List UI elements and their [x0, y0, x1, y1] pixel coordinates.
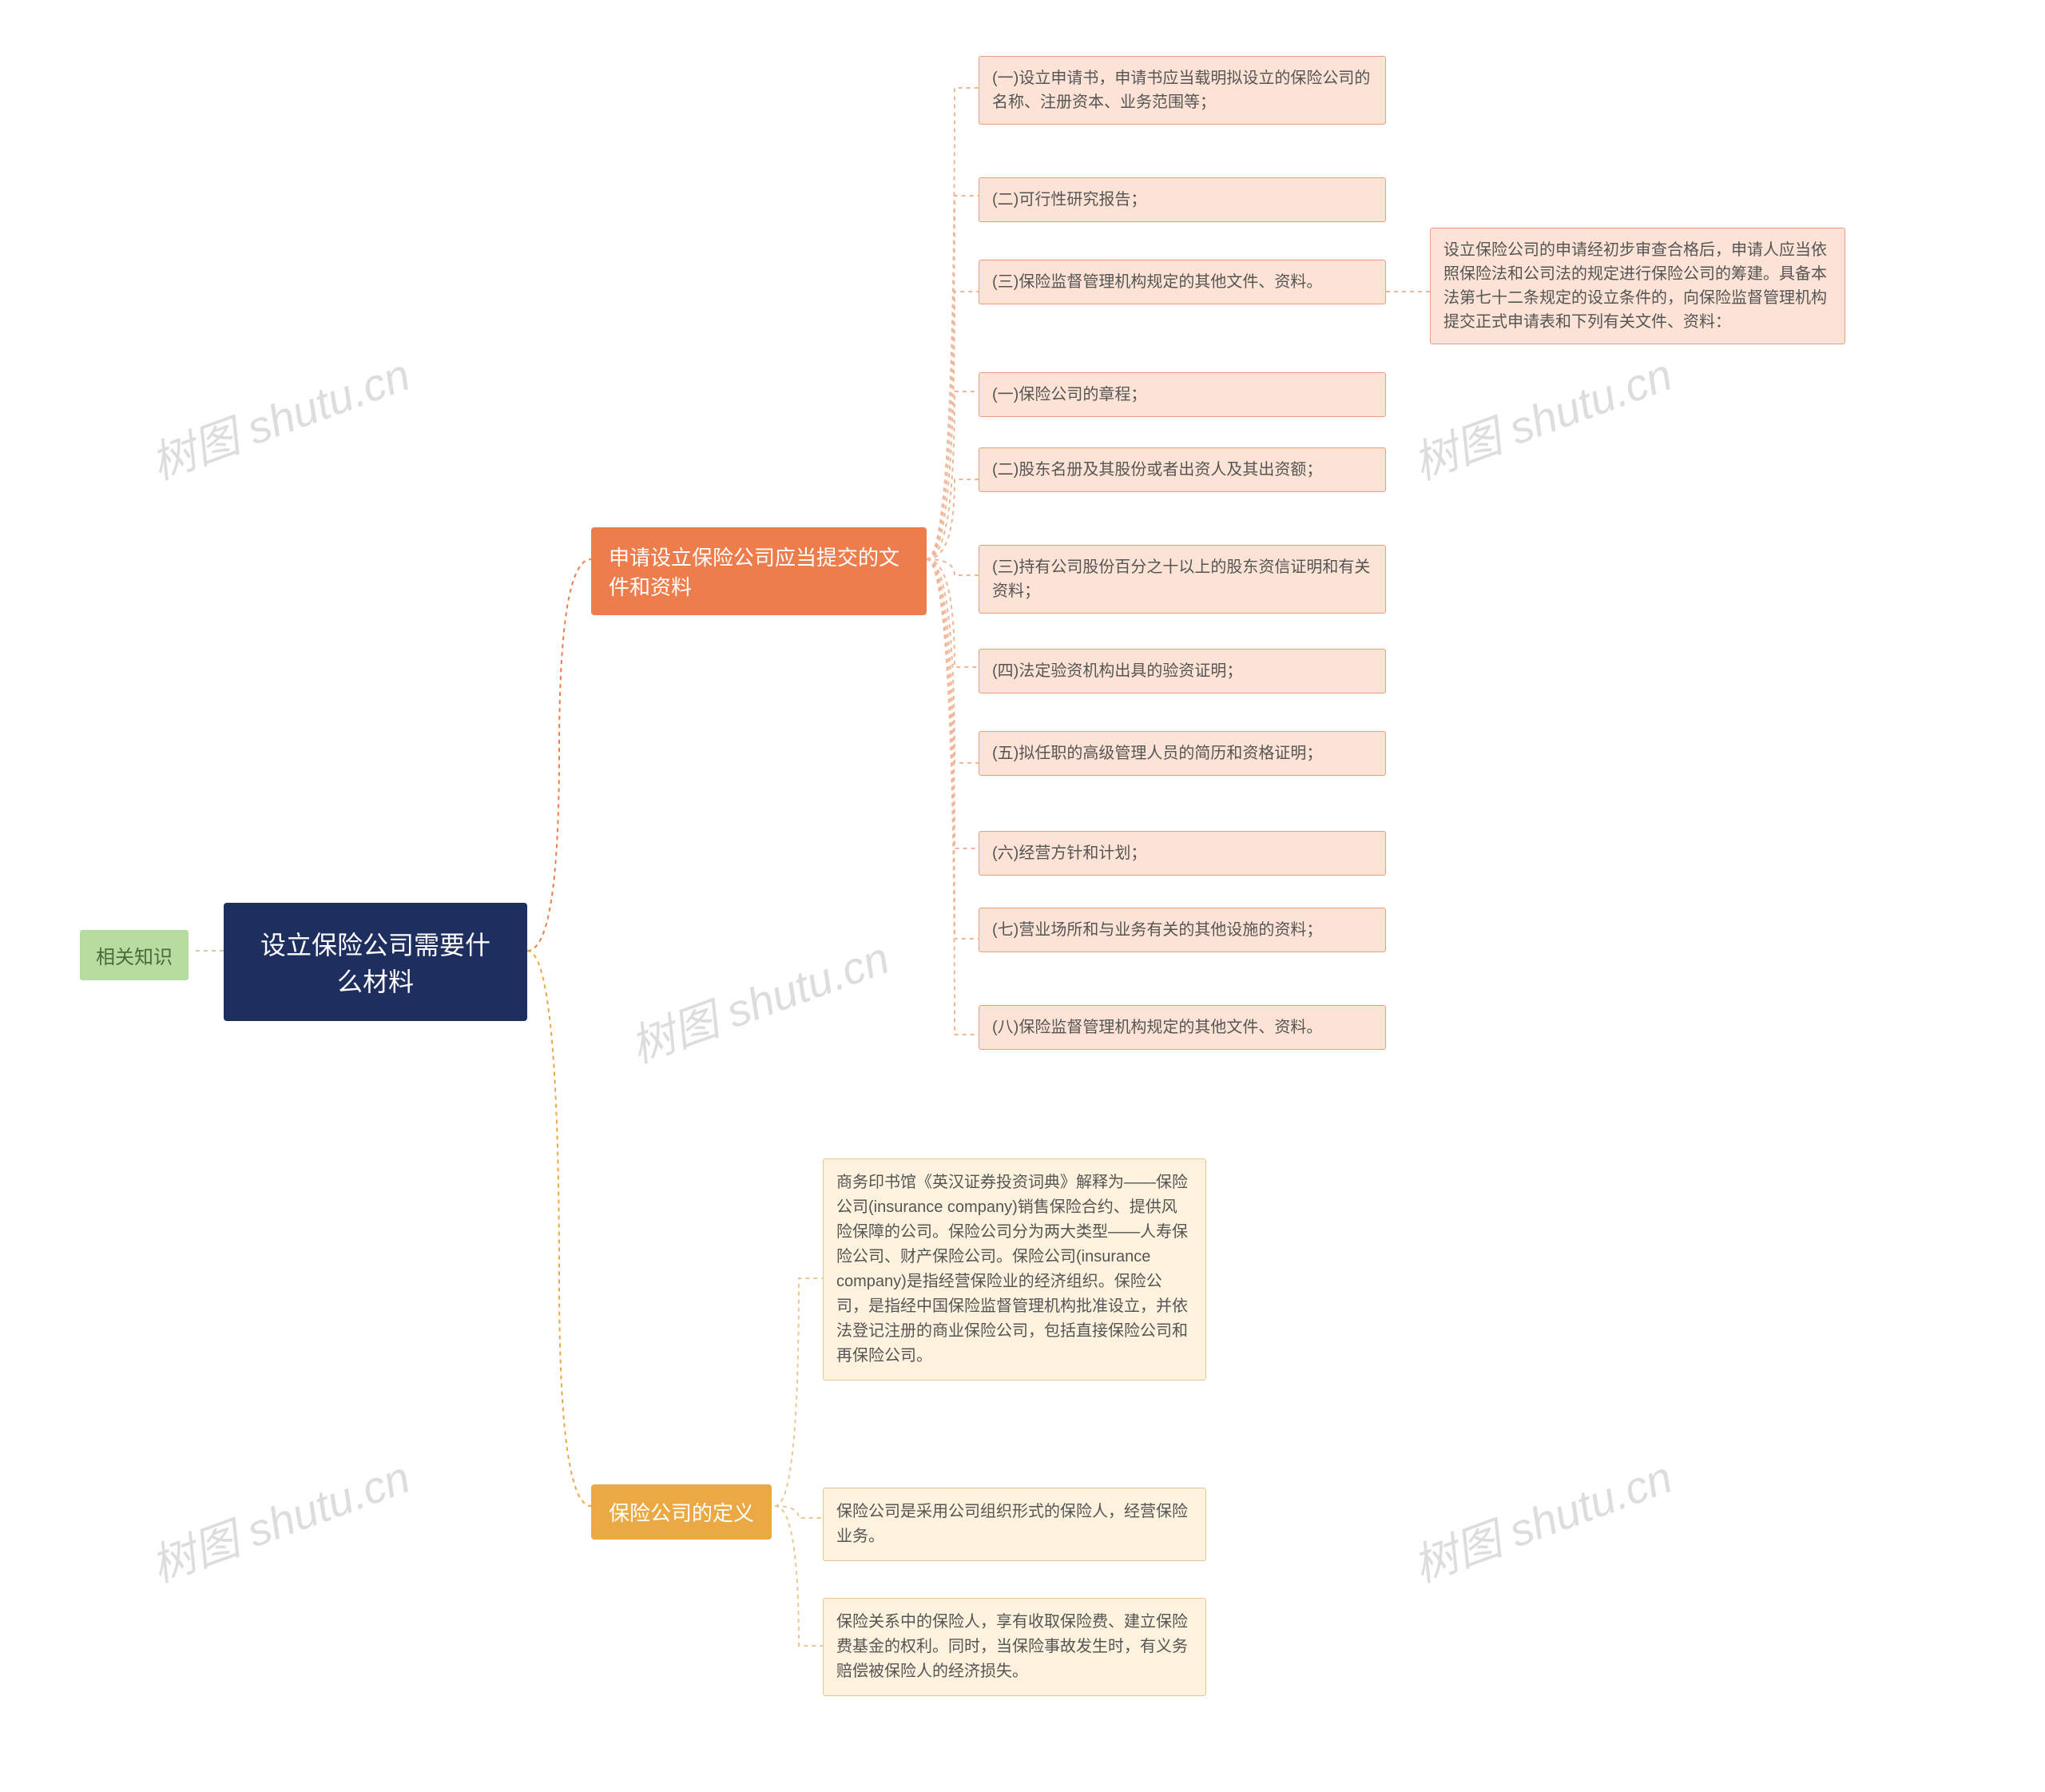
def-leaf: 商务印书馆《英汉证券投资词典》解释为——保险公司(insurance compa…: [823, 1158, 1206, 1381]
branch-def-label: 保险公司的定义: [609, 1497, 754, 1527]
docs-leaf: (四)法定验资机构出具的验资证明；: [979, 649, 1386, 693]
branch-docs-label: 申请设立保险公司应当提交的文件和资料: [609, 542, 909, 601]
docs-leaf-text: (八)保险监督管理机构规定的其他文件、资料。: [992, 1015, 1322, 1039]
docs-leaf: (八)保险监督管理机构规定的其他文件、资料。: [979, 1005, 1386, 1050]
related-label: 相关知识: [96, 941, 173, 969]
docs-leaf: (一)设立申请书，申请书应当载明拟设立的保险公司的名称、注册资本、业务范围等；: [979, 56, 1386, 125]
docs-leaf: (七)营业场所和与业务有关的其他设施的资料；: [979, 908, 1386, 952]
docs-leaf-text: (三)持有公司股份百分之十以上的股东资信证明和有关资料；: [992, 555, 1372, 603]
def-leaf-text: 保险关系中的保险人，享有收取保险费、建立保险费基金的权利。同时，当保险事故发生时…: [836, 1610, 1193, 1684]
def-leaf: 保险关系中的保险人，享有收取保险费、建立保险费基金的权利。同时，当保险事故发生时…: [823, 1598, 1206, 1696]
root-label: 设立保险公司需要什么材料: [249, 925, 502, 999]
docs-detail-text: 设立保险公司的申请经初步审查合格后，申请人应当依照保险法和公司法的规定进行保险公…: [1443, 238, 1832, 334]
docs-leaf-text: (三)保险监督管理机构规定的其他文件、资料。: [992, 270, 1322, 294]
branch-def-node: 保险公司的定义: [591, 1484, 772, 1540]
docs-leaf: (一)保险公司的章程；: [979, 372, 1386, 417]
docs-leaf-text: (六)经营方针和计划；: [992, 841, 1146, 865]
docs-leaf-text: (二)股东名册及其股份或者出资人及其出资额；: [992, 458, 1322, 482]
docs-leaf: (五)拟任职的高级管理人员的简历和资格证明；: [979, 731, 1386, 776]
docs-leaf: (二)股东名册及其股份或者出资人及其出资额；: [979, 447, 1386, 492]
docs-leaf-text: (五)拟任职的高级管理人员的简历和资格证明；: [992, 741, 1322, 765]
branch-docs-node: 申请设立保险公司应当提交的文件和资料: [591, 527, 927, 615]
docs-leaf: (六)经营方针和计划；: [979, 831, 1386, 876]
docs-leaf-text: (一)设立申请书，申请书应当载明拟设立的保险公司的名称、注册资本、业务范围等；: [992, 66, 1372, 114]
docs-leaf: (三)保险监督管理机构规定的其他文件、资料。: [979, 260, 1386, 304]
docs-leaf-text: (二)可行性研究报告；: [992, 188, 1146, 212]
docs-leaf: (三)持有公司股份百分之十以上的股东资信证明和有关资料；: [979, 545, 1386, 614]
docs-leaf-text: (七)营业场所和与业务有关的其他设施的资料；: [992, 918, 1322, 942]
docs-leaf: (二)可行性研究报告；: [979, 177, 1386, 222]
root-node: 设立保险公司需要什么材料: [224, 903, 527, 1021]
def-leaf: 保险公司是采用公司组织形式的保险人，经营保险业务。: [823, 1488, 1206, 1561]
related-knowledge-node: 相关知识: [80, 930, 189, 980]
docs-detail-node: 设立保险公司的申请经初步审查合格后，申请人应当依照保险法和公司法的规定进行保险公…: [1430, 228, 1845, 344]
docs-leaf-text: (四)法定验资机构出具的验资证明；: [992, 659, 1242, 683]
def-leaf-text: 商务印书馆《英汉证券投资词典》解释为——保险公司(insurance compa…: [836, 1170, 1193, 1369]
docs-leaf-text: (一)保险公司的章程；: [992, 383, 1146, 407]
def-leaf-text: 保险公司是采用公司组织形式的保险人，经营保险业务。: [836, 1500, 1193, 1549]
